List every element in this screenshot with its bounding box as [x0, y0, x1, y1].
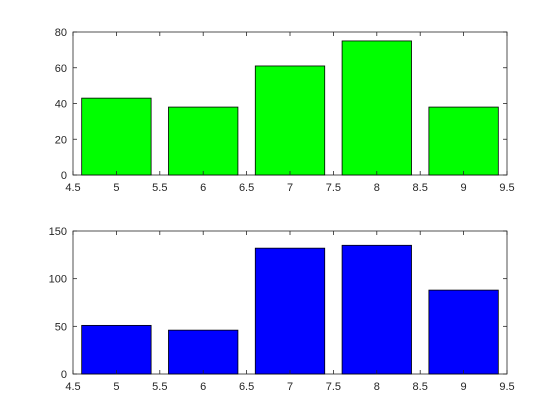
bar [254, 65, 326, 176]
subplot-bottom: 4.5 5 5.5 6 6.5 7 7.5 8 8.5 9 9.5 0 50 100 150 [49, 226, 515, 393]
bar [168, 106, 239, 176]
x-tick-label: 6 [200, 381, 206, 393]
x-tick-label: 7.5 [326, 182, 341, 194]
x-tick-label: 6 [200, 182, 206, 194]
x-tick-label: 5.5 [152, 381, 167, 393]
bar [81, 97, 152, 176]
y-tick-label: 20 [55, 134, 67, 146]
x-tick-label: 5.5 [152, 182, 167, 194]
y-tick-label: 40 [55, 99, 67, 111]
bar [168, 329, 239, 375]
x-tick-label: 9 [461, 182, 467, 194]
x-tick-label: 8 [374, 381, 380, 393]
y-tick-label: 50 [55, 321, 67, 333]
bar [81, 324, 152, 375]
bar [254, 247, 326, 375]
x-tick-label: 4.5 [65, 381, 80, 393]
x-tick-label: 4.5 [65, 182, 80, 194]
y-tick-label: 0 [61, 369, 67, 381]
x-tick-label: 7 [287, 381, 293, 393]
bar [428, 289, 499, 375]
y-tick-label: 60 [55, 63, 67, 75]
y-tick-label: 150 [49, 226, 67, 238]
bar [341, 40, 412, 176]
x-tick-label: 9.5 [499, 182, 514, 194]
x-tick-label: 7.5 [326, 381, 341, 393]
y-tick-label: 100 [49, 274, 67, 286]
bar [341, 244, 412, 375]
x-tick-label: 5 [113, 381, 119, 393]
x-tick-label: 5 [113, 182, 119, 194]
x-tick-label: 8.5 [413, 182, 428, 194]
x-tick-label: 8 [374, 182, 380, 194]
bar [428, 106, 499, 176]
y-tick-label: 0 [61, 170, 67, 182]
x-tick-label: 9.5 [499, 381, 514, 393]
subplot-top: 4.5 5 5.5 6 6.5 7 7.5 8 8.5 9 9.5 0 20 40 60 80 [55, 27, 515, 194]
x-tick-label: 6.5 [239, 182, 254, 194]
x-tick-label: 6.5 [239, 381, 254, 393]
x-tick-label: 7 [287, 182, 293, 194]
y-tick-label: 80 [55, 27, 67, 39]
x-tick-label: 8.5 [413, 381, 428, 393]
x-tick-label: 9 [461, 381, 467, 393]
